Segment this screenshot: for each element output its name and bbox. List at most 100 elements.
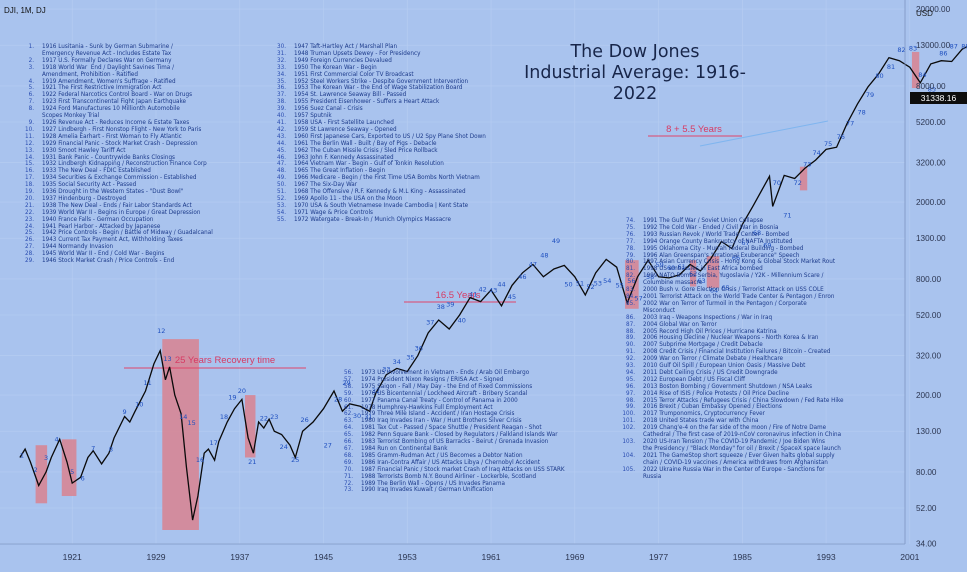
event-marker: 74 [813,149,821,157]
event-number: 76. [625,230,635,238]
event-item: 87. 2004 Global War on Terror [615,320,844,329]
event-item: the Presidency / "Black Monday" for oil … [615,445,844,453]
event-item: 68. 1985 Gramm-Rudman Act / US Becomes a … [333,452,565,460]
event-number: 13. [24,146,34,154]
event-item: 26. 1943 Current Tax Payment Act, Withhol… [14,236,213,244]
y-axis-ticks: 80000.0052000.0020000.0013000.008000.005… [916,5,951,549]
event-number: 35. [276,77,286,85]
event-text: 1994 Orange County Bankruptcy of NAFTA I… [643,237,793,245]
event-item: 53. 1970 USA & South Vietnamese Invade Ca… [266,202,486,210]
event-item: 61. 1978 Humphrey-Hawkins Full Employment… [333,403,565,412]
event-number: 50. [276,181,286,189]
x-tick-label: 1977 [649,552,668,562]
event-text: 1918 World War End / Daylight Savines Ti… [42,63,174,71]
event-marker: 66 [732,254,740,262]
event-text: 1983 Terrorist Bombing of US Barracks - … [361,438,549,446]
event-text: 2015 Terror Attacks / Refugees Crisis / … [643,396,844,404]
recession-band [61,439,77,497]
event-item: 9. 1926 Revenue Act - Reduces Income & Es… [14,119,213,127]
event-marker: 64 [710,287,718,295]
event-text: 1968 The Offensive / R.F. Kennedy & M.L … [294,188,466,196]
event-number: 54. [276,208,286,216]
event-text: 1988 Terrorists Bomb N.Y. Bound Airliner… [361,472,537,480]
event-number: 4. [28,77,34,85]
event-text: 2005 Record High Oil Prices / Hurricane … [643,327,777,335]
event-item: 71. 1988 Terrorists Bomb N.Y. Bound Airli… [333,472,565,481]
event-number: 87. [625,320,635,328]
event-number: 103. [622,438,635,445]
event-item: 67. 1984 Run on Continental Bank [333,445,565,453]
event-marker: 45 [508,293,516,301]
event-marker: 41 [469,290,477,298]
event-text: 1919 Amendment, Women's Suffrage - Ratif… [42,77,176,85]
event-text: 1932 Lindbergh Kidnapping / Reconstructi… [42,160,207,168]
event-item: 78. 1995 Oklahoma City - Murrah Federal B… [615,244,844,253]
event-item: 44. 1961 The Berlin Wall - Built / Bay of… [266,140,486,148]
event-marker: 68 [753,229,761,237]
event-number: 61. [343,403,353,411]
chart-title-line2: Industrial Average: 1916-2022 [524,63,746,104]
event-item: 28. 1945 World War II - End / Cold War - … [14,250,213,258]
event-text: 2017 Trumponomics, Cryptocurrency Fever [643,410,765,418]
event-number: 66. [343,438,353,446]
event-marker: 76 [837,133,845,141]
event-marker: 47 [529,260,537,268]
event-number: 12. [24,139,34,147]
event-item: 12. 1929 Financial Panic - Stock Market C… [14,139,213,148]
event-marker: 37 [426,318,434,326]
event-marker: 33 [382,366,390,374]
event-marker: 21 [248,458,256,466]
span-label-8y: 8 + 5.5 Years [666,124,722,135]
event-number: 104. [622,451,635,459]
event-number: 78. [625,244,635,252]
event-item: 94. 2011 Debt Ceiling Crisis / US Credit … [615,369,844,377]
event-number: 33. [276,63,286,71]
event-marker: 54 [603,277,611,285]
event-item: 16. 1933 The New Deal - FDIC Established [14,167,213,175]
event-item: 33. 1950 The Korean War - Begin [266,63,486,72]
event-item: 91. 2008 Credit Crisis / Financial Instit… [615,348,844,356]
event-item: 54. 1971 Wage & Price Controls [266,208,486,217]
event-item: 83. 2000 Bush v. Gore Election Crisis / T… [615,286,844,294]
event-number: 69. [343,458,353,466]
event-item: 15. 1932 Lindbergh Kidnapping / Reconstru… [14,160,213,168]
event-item: 105. 2022 Ukraine Russia War in the Cente… [615,466,844,474]
y-tick-label: 34.00 [916,540,937,549]
event-item: chain / COVID-19 vaccines / America with… [615,459,844,467]
event-marker: 46 [518,273,526,281]
event-text: 2018 United States trade war with China [643,417,759,425]
event-item: 98. 2015 Terror Attacks / Refugees Crisis… [615,396,844,405]
event-number: 43. [276,132,286,140]
event-number: 71. [343,472,353,480]
event-item: 19. 1936 Drought in the Western States - … [14,188,213,196]
event-number: 29. [24,257,34,265]
event-item: 43. 1960 First Japanese Cars, Exported to… [266,132,486,141]
trend-line [699,120,829,147]
event-text: 1939 World War II - Begins in Europe / G… [42,208,201,216]
event-text: 1997 Asian Currency Crisis - Hong Kong &… [643,258,836,266]
event-marker: 23 [270,413,278,421]
event-marker: 35 [406,354,414,362]
current-price-badge: 31338.16 [910,92,967,104]
event-number: 56. [343,369,353,376]
event-item: Russia [615,473,844,481]
event-item: 21. 1938 The New Deal - Ends / Fair Labor… [14,202,213,210]
event-item: 101. 2018 United States trade war with Ch… [615,417,844,425]
event-number: 48. [276,167,286,175]
event-text: 1958 USA - First Satellite Launched [294,118,394,126]
event-item: 38. 1955 President Eisenhower - Suffers a… [266,98,486,106]
symbol-label: DJI, 1M, DJ [4,6,46,15]
event-marker: 60 [667,264,675,272]
event-text: 2002 War on Terror of Turmoil in the Pen… [643,299,807,307]
event-marker: 88 [961,42,967,50]
event-text: 1935 Social Security Act - Passed [42,181,137,189]
event-number: 14. [24,153,34,161]
event-marker: 80 [875,72,883,80]
event-number: 90. [625,341,635,349]
event-marker: 84 [918,71,926,79]
event-text: 1941 Pearl Harbor - Attacked by Japanese [42,222,161,230]
y-tick-label: 130.00 [916,427,941,436]
event-text: Misconduct [643,306,676,314]
event-text: 1954 St. Lawrence Seaway Bill - Passed [294,91,407,99]
event-text: 1990 Iraq Invades Kuwait / German Unific… [361,486,494,494]
